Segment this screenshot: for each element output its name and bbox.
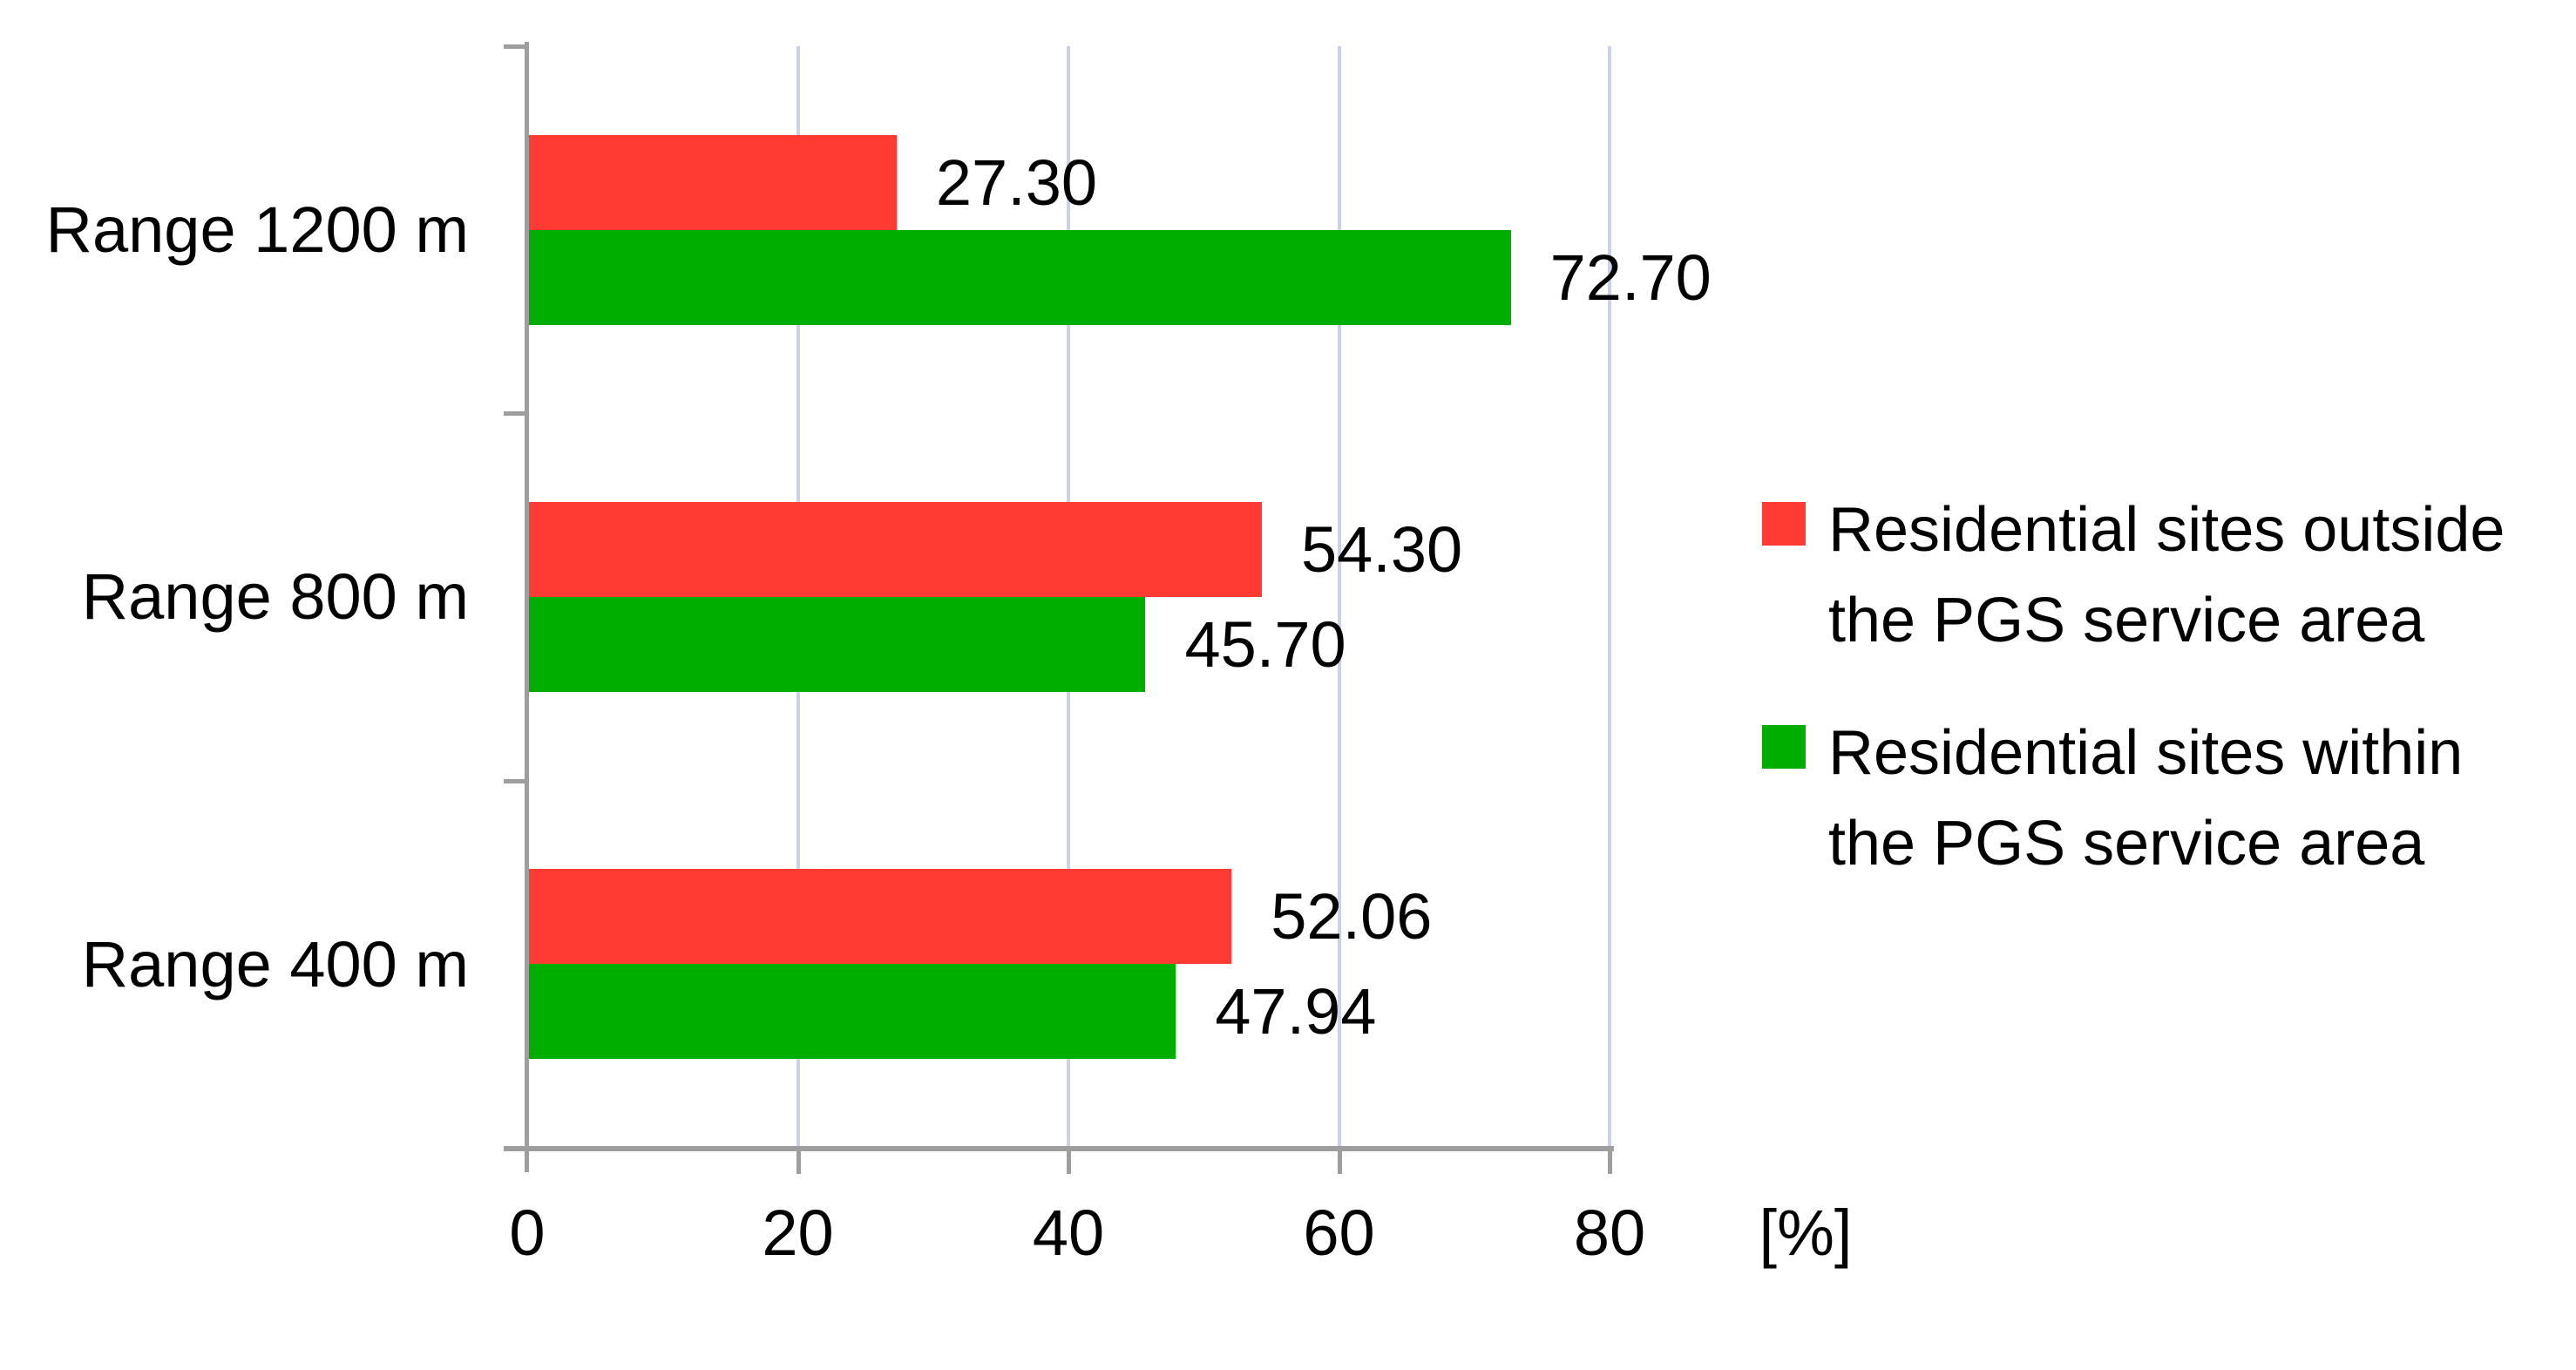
bar-value-label: 72.70 [1549, 241, 1712, 314]
legend-swatch-icon [1762, 725, 1806, 769]
x-axis-tick [1337, 1151, 1342, 1174]
bar-value-label: 45.70 [1184, 608, 1346, 681]
x-axis-tick-label: 40 [1032, 1197, 1105, 1269]
legend-label-line: Residential sites within [1828, 718, 2464, 788]
legend-swatch-icon [1762, 502, 1806, 546]
legend: Residential sites outside the PGS service… [1762, 485, 2505, 889]
legend-item-1: Residential sites outside the PGS service… [1762, 485, 2505, 666]
x-axis-tick [1067, 1151, 1071, 1174]
legend-item-2: Residential sites within the PGS service … [1762, 708, 2505, 889]
legend-label-line: Residential sites outside [1828, 495, 2505, 565]
bar-series2-range-400-m [527, 964, 1176, 1060]
category-label: Range 800 m [81, 560, 469, 634]
bar-value-label: 27.30 [935, 146, 1098, 219]
bar-series2-range-800-m [527, 597, 1146, 692]
x-axis-line [504, 1146, 1614, 1151]
x-axis-unit-label: [%] [1759, 1197, 1853, 1269]
x-axis-tick [796, 1151, 801, 1174]
legend-label-line: the PGS service area [1828, 809, 2425, 878]
bar-series1-range-400-m [527, 869, 1232, 965]
gridline-80 [1608, 46, 1611, 1148]
bar-series1-range-800-m [527, 502, 1262, 597]
x-axis-tick-label: 20 [762, 1197, 834, 1269]
y-axis-tick [504, 411, 527, 417]
category-label: Range 400 m [81, 927, 469, 1000]
legend-item-label: Residential sites within the PGS service … [1828, 708, 2463, 889]
x-axis-tick [1608, 1151, 1612, 1174]
bar-value-label: 54.30 [1301, 513, 1463, 586]
bar-series1-range-1200-m [527, 134, 897, 230]
y-axis-tick [504, 44, 527, 49]
y-axis-line [525, 42, 529, 1172]
y-axis-tick [504, 778, 527, 783]
x-axis-tick-label: 0 [509, 1197, 546, 1269]
x-axis-tick-label: 60 [1303, 1197, 1375, 1269]
bar-series2-range-1200-m [527, 229, 1511, 325]
bar-value-label: 47.94 [1215, 975, 1377, 1048]
category-label: Range 1200 m [45, 193, 469, 267]
bar-value-label: 52.06 [1271, 880, 1433, 953]
legend-label-line: the PGS service area [1828, 586, 2425, 655]
legend-item-label: Residential sites outside the PGS service… [1828, 485, 2505, 666]
x-axis-tick-label: 80 [1573, 1197, 1646, 1269]
gridline-60 [1337, 46, 1341, 1148]
